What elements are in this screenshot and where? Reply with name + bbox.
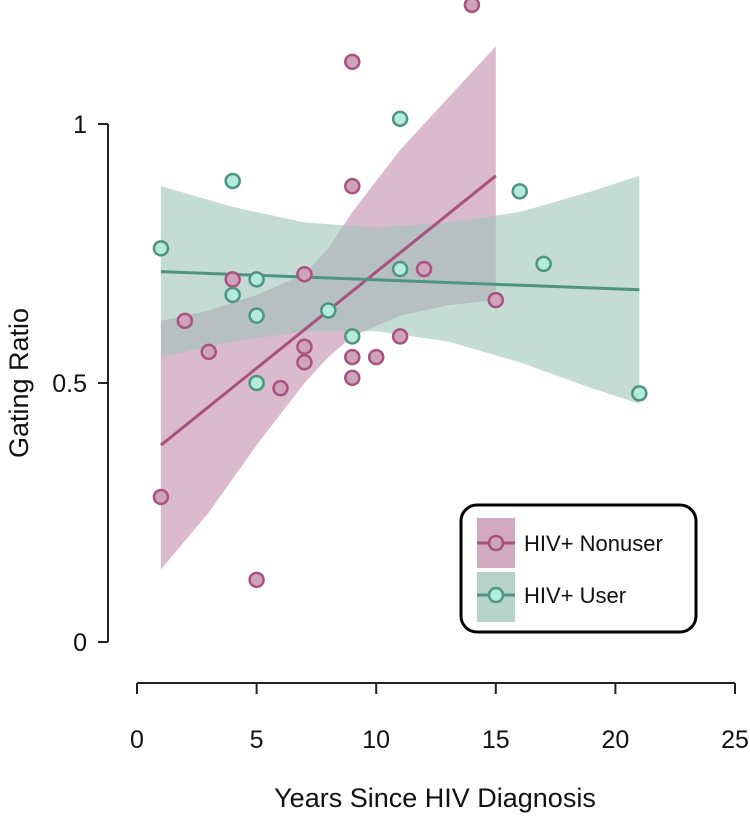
legend-nonuser-label: HIV+ Nonuser	[524, 531, 663, 556]
legend-nonuser-marker	[487, 534, 505, 552]
x-tick-label: 25	[721, 726, 749, 754]
fit-line-hiv-user	[160, 270, 640, 292]
x-tick-label: 15	[482, 726, 510, 754]
data-point-hiv-nonuser	[200, 343, 218, 361]
data-point-hiv-nonuser	[344, 177, 361, 195]
x-tick-label: 5	[250, 726, 264, 754]
data-point-hiv-user	[511, 183, 528, 200]
data-point-hiv-nonuser	[463, 0, 481, 14]
data-point-hiv-nonuser	[224, 271, 241, 288]
data-point-hiv-user	[224, 172, 241, 190]
data-point-hiv-nonuser	[487, 291, 505, 309]
data-point-hiv-user	[248, 374, 265, 392]
data-point-hiv-user	[320, 302, 337, 319]
x-tick-label: 20	[601, 726, 629, 754]
data-point-hiv-nonuser	[248, 571, 265, 589]
data-point-hiv-user	[391, 260, 409, 278]
y-axis: 00.51	[52, 111, 109, 657]
data-point-hiv-nonuser	[344, 348, 361, 366]
x-tick-label: 10	[362, 726, 390, 754]
data-points	[152, 0, 648, 589]
data-point-hiv-user	[248, 271, 265, 288]
data-point-hiv-nonuser	[391, 328, 409, 345]
data-point-hiv-user	[391, 110, 409, 128]
y-axis-title: Gating Ratio	[4, 308, 34, 458]
data-point-hiv-user	[224, 286, 241, 304]
data-point-hiv-nonuser	[272, 379, 289, 397]
y-tick-label: 0.5	[52, 370, 87, 398]
legend: HIV+ Nonuser HIV+ User	[459, 503, 698, 634]
confidence-band-hiv-user	[160, 175, 640, 404]
data-point-hiv-user	[152, 240, 170, 257]
x-axis: 0 5 10 15 20 25	[130, 682, 749, 754]
data-point-hiv-nonuser	[296, 354, 313, 371]
legend-user-marker	[487, 586, 505, 604]
legend-box	[459, 503, 698, 634]
data-point-hiv-user	[344, 328, 361, 345]
data-point-hiv-nonuser	[176, 312, 194, 330]
data-point-hiv-user	[535, 255, 552, 273]
y-tick-label: 1	[73, 111, 87, 139]
x-axis-title: Years Since HIV Diagnosis	[274, 783, 596, 813]
data-point-hiv-nonuser	[296, 265, 313, 283]
legend-user-label: HIV+ User	[524, 583, 626, 608]
x-tick-label: 0	[130, 726, 144, 754]
data-point-hiv-nonuser	[344, 53, 361, 71]
data-point-hiv-nonuser	[367, 348, 385, 366]
y-tick-label: 0	[73, 629, 87, 657]
data-point-hiv-nonuser	[152, 488, 170, 506]
data-point-hiv-nonuser	[344, 369, 361, 387]
data-point-hiv-user	[631, 385, 648, 402]
data-point-hiv-nonuser	[296, 338, 313, 355]
data-point-hiv-nonuser	[415, 260, 433, 278]
data-point-hiv-user	[248, 307, 265, 324]
